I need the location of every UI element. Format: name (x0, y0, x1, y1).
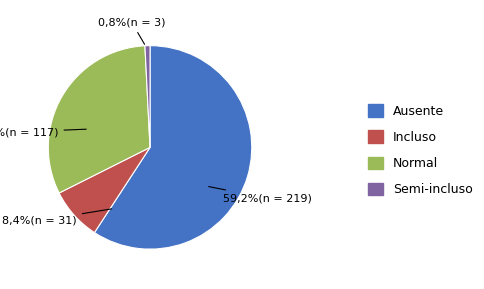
Wedge shape (145, 46, 150, 147)
Wedge shape (94, 46, 252, 249)
Text: 31,6%(n = 117): 31,6%(n = 117) (0, 127, 86, 137)
Wedge shape (59, 147, 150, 233)
Text: 0,8%(n = 3): 0,8%(n = 3) (98, 17, 166, 44)
Text: 59,2%(n = 219): 59,2%(n = 219) (209, 187, 312, 203)
Wedge shape (48, 46, 150, 193)
Legend: Ausente, Incluso, Normal, Semi-incluso: Ausente, Incluso, Normal, Semi-incluso (363, 99, 478, 201)
Text: 8,4%(n = 31): 8,4%(n = 31) (2, 209, 112, 226)
